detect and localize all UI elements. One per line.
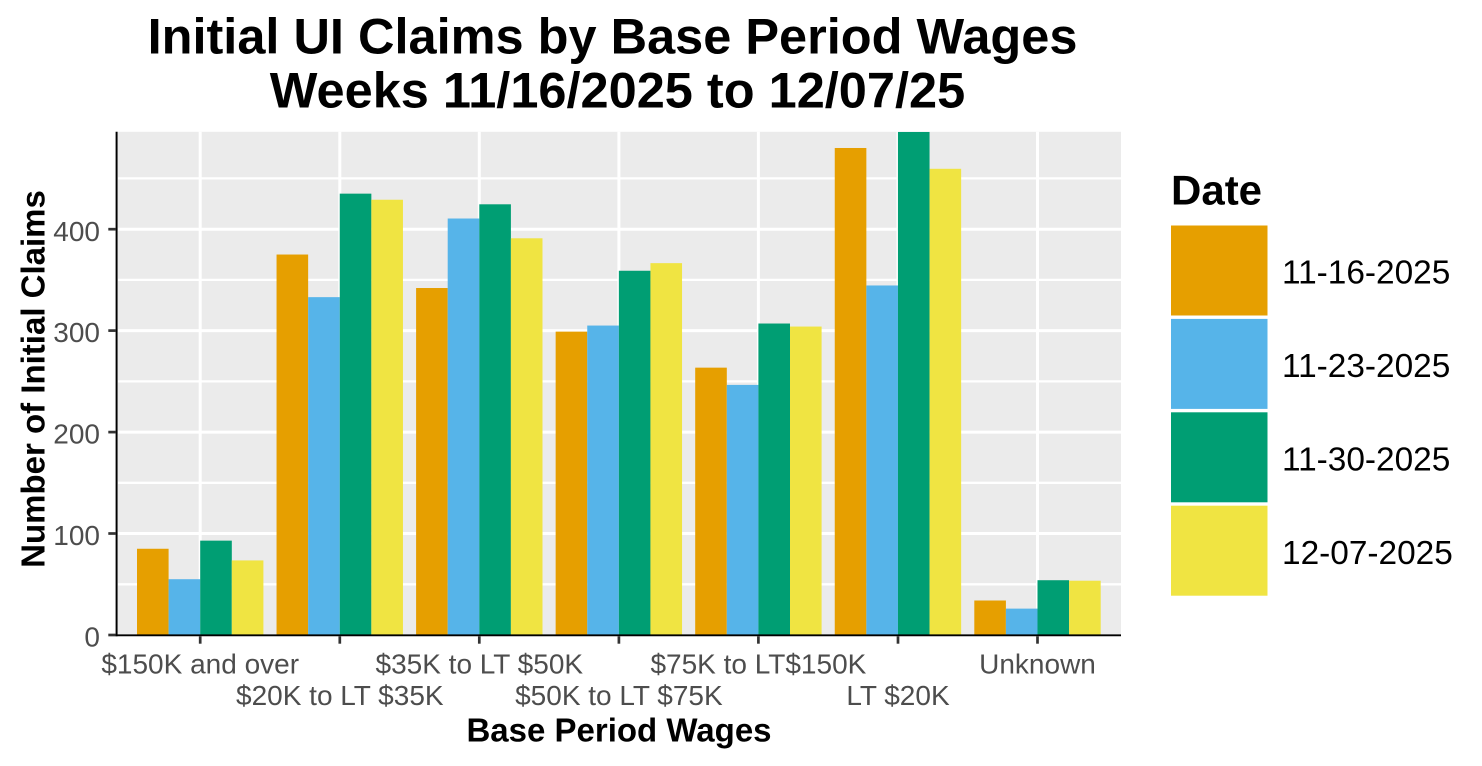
svg-text:Number of Initial Claims: Number of Initial Claims [15,190,52,568]
svg-text:Initial UI Claims by Base Peri: Initial UI Claims by Base Period Wages [148,7,1078,64]
svg-text:200: 200 [53,419,100,450]
svg-text:11-16-2025: 11-16-2025 [1282,255,1450,292]
svg-text:$75K to LT$150K: $75K to LT$150K [650,649,866,680]
svg-text:400: 400 [53,216,100,247]
svg-text:$35K to LT $50K: $35K to LT $50K [376,649,584,680]
svg-text:Date: Date [1171,167,1262,214]
svg-text:$20K to LT $35K: $20K to LT $35K [236,680,444,711]
svg-text:100: 100 [53,520,100,551]
svg-text:LT $20K: LT $20K [846,680,950,711]
svg-text:$50K to LT $75K: $50K to LT $75K [515,680,723,711]
svg-text:11-30-2025: 11-30-2025 [1282,442,1450,479]
svg-text:11-23-2025: 11-23-2025 [1282,348,1450,385]
svg-text:Weeks 11/16/2025 to 12/07/25: Weeks 11/16/2025 to 12/07/25 [270,61,965,118]
svg-text:Unknown: Unknown [979,649,1096,680]
svg-text:0: 0 [84,622,100,653]
svg-text:12-07-2025: 12-07-2025 [1282,535,1453,572]
svg-text:300: 300 [53,317,100,348]
svg-text:Base Period Wages: Base Period Wages [466,712,771,749]
svg-text:$150K and over: $150K and over [101,649,299,680]
